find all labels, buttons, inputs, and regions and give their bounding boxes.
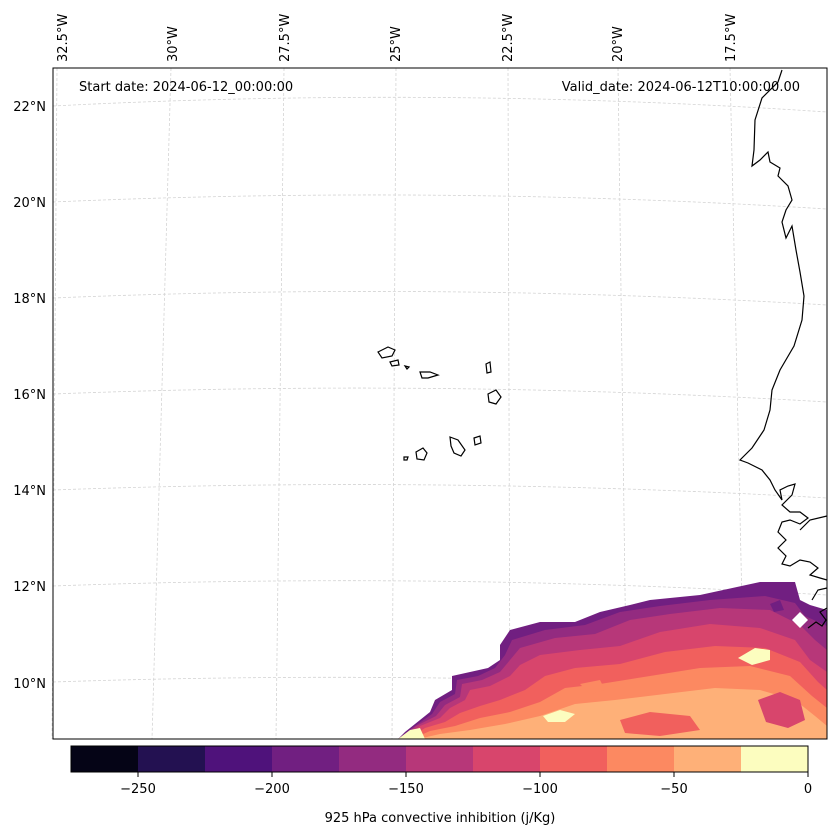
contour-pocket-light-3 bbox=[398, 728, 425, 739]
cbar-tick-label: 0 bbox=[804, 782, 812, 797]
lon-label-27-5w: 27.5°W bbox=[278, 14, 293, 62]
contour-pocket-light bbox=[738, 648, 770, 665]
lat-label-14n: 14°N bbox=[13, 484, 46, 499]
colorbar-segment bbox=[272, 746, 340, 772]
lon-label-22-5w: 22.5°W bbox=[501, 14, 516, 62]
start-date-label: Start date: 2024-06-12_00:00:00 bbox=[79, 80, 293, 95]
colorbar-segment bbox=[138, 746, 206, 772]
contour-pocket-red bbox=[758, 692, 805, 728]
cin-contours bbox=[398, 582, 827, 739]
africa-coastline-south bbox=[799, 515, 828, 629]
colorbar-segment bbox=[674, 746, 742, 772]
lon-label-25w: 25°W bbox=[389, 26, 404, 62]
colorbar-border bbox=[70, 745, 809, 773]
lon-label-17-5w: 17.5°W bbox=[724, 14, 739, 62]
contour-pocket-orange bbox=[580, 680, 605, 694]
latitude-gridlines bbox=[52, 96, 828, 693]
colorbar-segment bbox=[741, 746, 809, 772]
cbar-tick-label: −100 bbox=[522, 782, 558, 797]
colorbar bbox=[70, 745, 809, 773]
colorbar-ticks: −250 −200 −150 −100 −50 0 bbox=[120, 772, 812, 797]
longitude-gridlines bbox=[51, 67, 746, 740]
cbar-tick-label: −250 bbox=[120, 782, 156, 797]
colorbar-segment bbox=[71, 746, 139, 772]
lat-label-16n: 16°N bbox=[13, 388, 46, 403]
cbar-tick-label: −50 bbox=[660, 782, 687, 797]
colorbar-segment bbox=[339, 746, 407, 772]
lon-label-20w: 20°W bbox=[611, 26, 626, 62]
valid-date-label: Valid_date: 2024-06-12T10:00:00.00 bbox=[562, 80, 800, 95]
cape-verde-islands bbox=[377, 346, 502, 461]
longitude-labels: 32.5°W 30°W 27.5°W 25°W 22.5°W 20°W 17.5… bbox=[56, 14, 739, 62]
contour-pocket-red-2 bbox=[620, 712, 700, 736]
colorbar-segment bbox=[205, 746, 273, 772]
lon-label-30w: 30°W bbox=[166, 26, 181, 62]
lat-label-18n: 18°N bbox=[13, 292, 46, 307]
lat-label-10n: 10°N bbox=[13, 677, 46, 692]
cbar-tick-label: −200 bbox=[254, 782, 290, 797]
latitude-labels: 22°N 20°N 18°N 16°N 14°N 12°N 10°N bbox=[13, 100, 46, 692]
colorbar-segment bbox=[406, 746, 474, 772]
africa-coastline bbox=[738, 69, 828, 581]
colorbar-label: 925 hPa convective inhibition (j/Kg) bbox=[325, 811, 556, 826]
contour-pocket-dark bbox=[770, 600, 784, 612]
map-border bbox=[52, 67, 828, 740]
colorbar-segment bbox=[540, 746, 608, 772]
contour-level-7 bbox=[418, 688, 827, 739]
contour-pocket-light-2 bbox=[543, 710, 575, 722]
cbar-tick-label: −150 bbox=[388, 782, 424, 797]
contour-white-hole bbox=[792, 612, 808, 628]
colorbar-segment bbox=[607, 746, 675, 772]
colorbar-segment bbox=[473, 746, 541, 772]
lat-label-12n: 12°N bbox=[13, 580, 46, 595]
lon-label-32-5w: 32.5°W bbox=[56, 14, 71, 62]
lat-label-20n: 20°N bbox=[13, 196, 46, 211]
lat-label-22n: 22°N bbox=[13, 100, 46, 115]
